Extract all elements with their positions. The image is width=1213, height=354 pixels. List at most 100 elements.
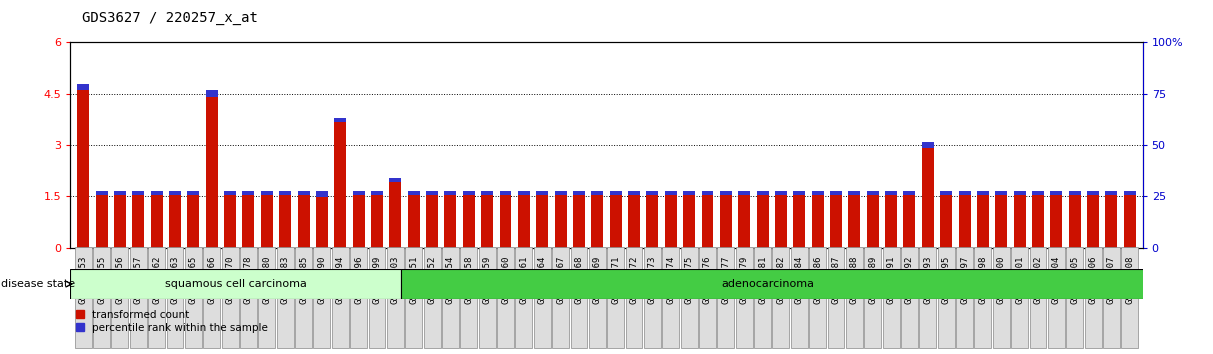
FancyBboxPatch shape bbox=[516, 247, 533, 348]
FancyBboxPatch shape bbox=[442, 247, 459, 348]
Text: GSM258572: GSM258572 bbox=[630, 256, 638, 304]
Bar bbox=[922, 142, 934, 148]
Bar bbox=[408, 191, 420, 248]
FancyBboxPatch shape bbox=[736, 247, 752, 348]
Text: GDS3627 / 220257_x_at: GDS3627 / 220257_x_at bbox=[82, 11, 258, 25]
Text: GSM258581: GSM258581 bbox=[758, 256, 767, 304]
FancyBboxPatch shape bbox=[166, 247, 183, 348]
FancyBboxPatch shape bbox=[1012, 247, 1029, 348]
FancyBboxPatch shape bbox=[112, 247, 129, 348]
Bar bbox=[463, 191, 474, 248]
Text: GSM258577: GSM258577 bbox=[722, 256, 730, 304]
Bar bbox=[400, 269, 1149, 299]
Bar bbox=[628, 191, 640, 195]
Text: GSM258588: GSM258588 bbox=[850, 256, 859, 304]
Bar bbox=[1050, 191, 1063, 248]
Text: GSM258563: GSM258563 bbox=[171, 256, 180, 304]
Bar bbox=[500, 191, 512, 195]
FancyBboxPatch shape bbox=[1084, 247, 1101, 348]
Text: GSM258594: GSM258594 bbox=[336, 256, 344, 304]
Text: GSM258568: GSM258568 bbox=[575, 256, 583, 304]
Text: GSM258599: GSM258599 bbox=[372, 256, 381, 304]
Text: GSM258598: GSM258598 bbox=[979, 256, 987, 304]
Bar bbox=[701, 191, 713, 248]
FancyBboxPatch shape bbox=[883, 247, 900, 348]
Text: GSM258607: GSM258607 bbox=[1107, 256, 1116, 304]
Bar bbox=[976, 191, 989, 248]
Bar bbox=[169, 191, 181, 248]
Text: GSM258604: GSM258604 bbox=[1052, 256, 1061, 304]
FancyBboxPatch shape bbox=[461, 247, 477, 348]
Text: GSM258564: GSM258564 bbox=[537, 256, 547, 304]
Bar bbox=[518, 191, 530, 195]
Text: GSM258565: GSM258565 bbox=[189, 256, 198, 304]
FancyBboxPatch shape bbox=[204, 247, 221, 348]
Bar bbox=[573, 191, 585, 195]
FancyBboxPatch shape bbox=[75, 247, 92, 348]
FancyBboxPatch shape bbox=[754, 247, 771, 348]
Text: GSM258597: GSM258597 bbox=[959, 256, 969, 304]
Text: GSM258561: GSM258561 bbox=[519, 256, 529, 304]
FancyBboxPatch shape bbox=[387, 247, 404, 348]
Bar bbox=[665, 191, 677, 195]
Bar bbox=[885, 191, 898, 195]
Bar bbox=[757, 191, 769, 195]
Bar bbox=[848, 191, 860, 195]
Bar bbox=[940, 191, 952, 195]
Bar bbox=[904, 191, 916, 195]
Bar bbox=[739, 191, 750, 195]
Bar bbox=[70, 269, 400, 299]
FancyBboxPatch shape bbox=[845, 247, 862, 348]
Text: GSM258556: GSM258556 bbox=[115, 256, 125, 304]
Bar bbox=[811, 191, 824, 248]
Bar bbox=[940, 191, 952, 248]
Bar bbox=[830, 191, 842, 248]
Text: GSM258595: GSM258595 bbox=[941, 256, 951, 304]
Bar bbox=[610, 191, 621, 248]
Text: GSM258591: GSM258591 bbox=[887, 256, 895, 304]
Bar bbox=[482, 191, 494, 248]
FancyBboxPatch shape bbox=[809, 247, 826, 348]
FancyBboxPatch shape bbox=[680, 247, 697, 348]
Text: GSM258555: GSM258555 bbox=[97, 256, 106, 304]
FancyBboxPatch shape bbox=[644, 247, 661, 348]
Text: adenocarcinoma: adenocarcinoma bbox=[722, 279, 815, 289]
Bar bbox=[628, 191, 640, 248]
Bar bbox=[169, 191, 181, 195]
Bar bbox=[482, 191, 494, 195]
FancyBboxPatch shape bbox=[570, 247, 587, 348]
Bar bbox=[701, 191, 713, 195]
Text: GSM258608: GSM258608 bbox=[1126, 256, 1134, 304]
Text: GSM258580: GSM258580 bbox=[262, 256, 272, 304]
Bar bbox=[922, 142, 934, 248]
Bar bbox=[371, 191, 383, 195]
Bar bbox=[775, 191, 787, 248]
Text: GSM258582: GSM258582 bbox=[776, 256, 786, 304]
Bar bbox=[647, 191, 659, 195]
FancyBboxPatch shape bbox=[773, 247, 790, 348]
FancyBboxPatch shape bbox=[938, 247, 955, 348]
Bar bbox=[444, 191, 456, 195]
Bar bbox=[224, 191, 237, 195]
Bar bbox=[848, 191, 860, 248]
Text: GSM258569: GSM258569 bbox=[593, 256, 602, 304]
FancyBboxPatch shape bbox=[332, 247, 348, 348]
Bar bbox=[958, 191, 970, 195]
FancyBboxPatch shape bbox=[901, 247, 918, 348]
Bar bbox=[665, 191, 677, 248]
Text: GSM258589: GSM258589 bbox=[869, 256, 877, 304]
Text: GSM258574: GSM258574 bbox=[666, 256, 676, 304]
Bar bbox=[315, 191, 328, 248]
Bar bbox=[958, 191, 970, 248]
Bar bbox=[793, 191, 805, 248]
Bar bbox=[554, 191, 566, 248]
FancyBboxPatch shape bbox=[130, 247, 147, 348]
Bar bbox=[1069, 191, 1081, 248]
Bar bbox=[114, 191, 126, 195]
FancyBboxPatch shape bbox=[497, 247, 514, 348]
Text: GSM258557: GSM258557 bbox=[133, 256, 143, 304]
Bar bbox=[885, 191, 898, 248]
Bar bbox=[243, 191, 255, 195]
Text: GSM258570: GSM258570 bbox=[226, 256, 234, 304]
Bar bbox=[261, 191, 273, 248]
